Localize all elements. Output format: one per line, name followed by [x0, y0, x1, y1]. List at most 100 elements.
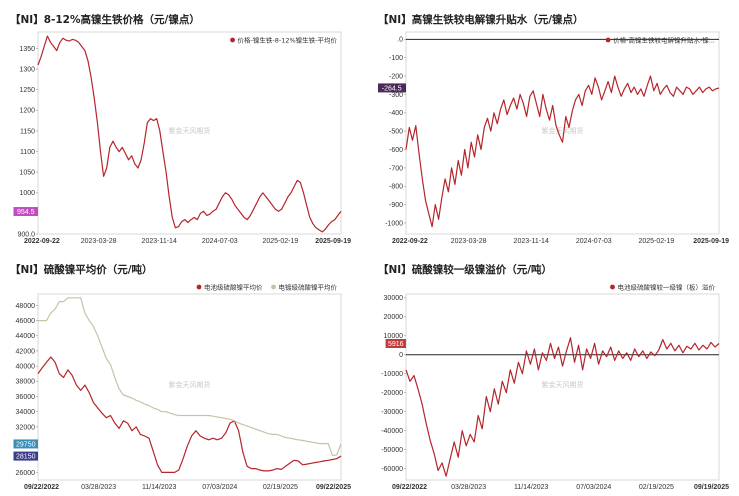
- legend-marker: [610, 284, 615, 290]
- y-tick-label: 30000: [384, 295, 404, 302]
- y-tick-label: -700: [389, 165, 403, 172]
- y-tick-label: -50000: [381, 447, 403, 454]
- x-tick-label: 07/03/2024: [576, 484, 611, 491]
- y-tick-label: 32000: [16, 424, 36, 431]
- chart-panel-sulfate-premium: 【NI】硫酸镍较一级镍溢价（元/吨） 紫金天风期货 -60000 -50000 -40…: [378, 262, 733, 492]
- y-tick-label: 34000: [16, 409, 36, 416]
- y-tick-label: 1050: [19, 170, 35, 177]
- chart-svg: 紫金天风期货-1000-900-800-700-600-500-400-300-…: [378, 31, 729, 244]
- value-tag: [378, 83, 406, 93]
- legend-label: 价格-高镍生铁较电解镍升贴水-镍...: [613, 35, 715, 44]
- y-tick-label: 38000: [16, 379, 36, 386]
- series-line-0: [405, 337, 720, 477]
- x-tick-label: 2025-02-19: [638, 238, 674, 244]
- y-tick-label: -200: [389, 73, 403, 80]
- x-tick-label: 11/14/2023: [514, 484, 549, 491]
- chart-svg: 紫金天风期货 -60000 -50000 -40000 -30000 -20000 -100…: [381, 282, 729, 491]
- value-tag-label: 28150: [16, 454, 36, 461]
- series-line-0: [37, 356, 342, 473]
- value-tag-label: 29750: [16, 441, 36, 448]
- chart-title: 【NI】硫酸镍较一级镍溢价（元/吨）: [378, 264, 553, 276]
- watermark: 紫金天风期货: [542, 126, 584, 135]
- x-tick-label: 2025-09-19: [315, 238, 351, 244]
- y-tick-label: 48000: [16, 303, 36, 310]
- watermark: 紫金天风期货: [542, 380, 584, 389]
- y-tick-label: 1150: [20, 128, 35, 135]
- x-tick-label: 2024-07-03: [202, 238, 238, 244]
- watermark: 紫金天风期货: [169, 126, 211, 135]
- y-tick-label: -20000: [381, 390, 403, 397]
- value-tag-label: 5916: [388, 341, 404, 348]
- y-tick-label: 36000: [16, 394, 36, 401]
- legend-marker: [605, 37, 611, 43]
- x-tick-label: 2023-11-14: [514, 238, 549, 244]
- y-tick-label: 1300: [19, 67, 35, 74]
- x-tick-label: 02/19/2025: [263, 484, 298, 491]
- x-tick-label: 2023-03-28: [451, 238, 487, 244]
- value-tag: [13, 439, 38, 449]
- y-tick-label: 1350: [19, 46, 35, 53]
- plot-frame: [37, 31, 342, 235]
- y-tick-label: 26000: [16, 470, 36, 477]
- y-tick-label: -30000: [381, 409, 403, 416]
- value-tag: [385, 339, 406, 349]
- plot-frame: [405, 31, 720, 235]
- legend-label: 电池级硫酸镍较一级镍（板）溢价: [618, 282, 716, 291]
- x-tick-label: 02/19/2025: [639, 484, 674, 491]
- chart-panel-npi-price: 【NI】8-12%高镍生铁价格（元/镍点） 紫金天风期货900.0950.010…: [10, 12, 355, 244]
- plot-frame: [405, 293, 720, 481]
- y-tick-label: 42000: [16, 348, 36, 355]
- series-line-0: [405, 75, 720, 228]
- legend-marker: [271, 284, 276, 290]
- y-tick-label: .0: [397, 37, 403, 44]
- y-tick-label: 1200: [19, 108, 35, 115]
- chart-svg: 紫金天风期货900.0950.0100010501100115012001250…: [13, 31, 351, 244]
- watermark: 紫金天风期货: [169, 380, 211, 389]
- chart-title: 【NI】硫酸镍平均价（元/吨）: [10, 264, 153, 276]
- legend-label: 价格-镍生铁-8-12%镍生铁-平均价: [238, 35, 338, 44]
- y-tick-label: -800: [389, 184, 403, 191]
- value-tag: [13, 207, 38, 217]
- y-tick-label: -400: [389, 110, 403, 117]
- x-tick-label: 2025-02-19: [262, 238, 298, 244]
- y-tick-label: -1000: [385, 220, 403, 227]
- series-line-1: [38, 297, 342, 457]
- x-tick-label: 2022-09-22: [24, 238, 60, 244]
- x-tick-label: 11/14/2023: [142, 484, 177, 491]
- y-tick-label: -60000: [381, 466, 403, 473]
- y-tick-label: 1250: [19, 87, 35, 94]
- y-tick-label: 40000: [16, 364, 36, 371]
- y-tick-label: -100: [389, 55, 403, 62]
- chart-title: 【NI】高镍生铁较电解镍升贴水（元/镍点）: [378, 14, 584, 26]
- y-tick-label: 1100: [20, 149, 35, 156]
- chart-title: 【NI】8-12%高镍生铁价格（元/镍点）: [10, 14, 200, 26]
- x-tick-label: 2023-11-14: [142, 238, 177, 244]
- x-tick-label: 09/22/2022: [392, 484, 427, 491]
- x-tick-label: 07/03/2024: [202, 484, 237, 491]
- x-tick-label: 2025-09-19: [693, 238, 729, 244]
- y-tick-label: 0: [399, 352, 403, 359]
- y-tick-label: -900: [389, 202, 403, 209]
- legend-label: 电镀级硫酸镍平均价: [279, 282, 338, 291]
- chart-svg: 紫金天风期货2600028000300003200034000360003800…: [13, 282, 351, 491]
- x-tick-label: 2024-07-03: [576, 238, 612, 244]
- value-tag-label: 954.5: [17, 209, 35, 216]
- chart-panel-npi-premium: 【NI】高镍生铁较电解镍升贴水（元/镍点） 紫金天风期货 -1000 -900 -80…: [378, 12, 733, 244]
- y-tick-label: -40000: [381, 428, 403, 435]
- x-tick-label: 03/28/2023: [451, 484, 486, 491]
- x-tick-label: 09/22/2025: [316, 484, 351, 491]
- plot-frame: [37, 293, 342, 481]
- y-tick-label: 900.0: [17, 231, 35, 238]
- y-tick-label: 1000: [19, 190, 35, 197]
- x-tick-label: 09/19/2025: [694, 484, 729, 491]
- y-tick-label: -600: [389, 147, 403, 154]
- y-tick-label: 10000: [384, 333, 404, 340]
- x-tick-label: 2022-09-22: [392, 238, 428, 244]
- legend-marker: [196, 284, 202, 290]
- chart-panel-nickel-sulfate-price: 【NI】硫酸镍平均价（元/吨） 紫金天风期货260002800030000320…: [10, 262, 355, 492]
- y-tick-label: -500: [389, 129, 403, 136]
- value-tag-label: -264.5: [382, 85, 402, 92]
- x-tick-label: 03/28/2023: [81, 484, 116, 491]
- y-tick-label: 20000: [384, 314, 404, 321]
- series-line-0: [37, 35, 342, 233]
